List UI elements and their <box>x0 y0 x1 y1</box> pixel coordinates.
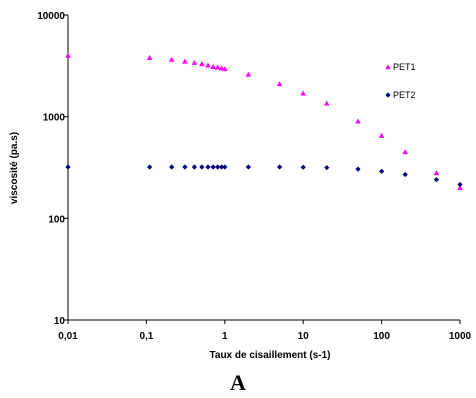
legend-label-pet2: PET2 <box>393 90 416 100</box>
legend-marker-pet1 <box>385 64 391 70</box>
y-tick-label: 10 <box>54 316 66 327</box>
data-point <box>355 118 361 124</box>
data-point <box>378 132 385 138</box>
data-series <box>65 52 463 190</box>
data-point <box>402 149 409 155</box>
data-point <box>205 62 211 68</box>
data-point <box>215 164 221 170</box>
data-point <box>182 58 188 64</box>
legend-label-pet1: PET1 <box>393 62 416 72</box>
data-point <box>300 90 306 96</box>
data-point <box>457 184 463 190</box>
x-tick-label: 100 <box>373 331 390 342</box>
y-axis-label: viscosité (pa.s) <box>9 132 20 204</box>
data-point <box>222 164 228 170</box>
legend-marker-pet2 <box>385 92 391 98</box>
y-tick-label: 100 <box>48 214 65 225</box>
x-tick-label: 1000 <box>449 331 472 342</box>
y-tick-label: 10000 <box>37 11 65 22</box>
data-point <box>147 164 153 170</box>
x-axis-label: Taux de cisaillement (s-1) <box>210 350 331 361</box>
data-point <box>355 166 361 172</box>
x-tick-label: 10 <box>298 331 310 342</box>
data-point <box>191 164 198 170</box>
data-point <box>324 100 330 106</box>
data-point <box>65 52 71 58</box>
data-point <box>205 164 211 170</box>
data-point <box>182 164 188 170</box>
data-point <box>210 63 216 69</box>
data-point <box>276 164 283 170</box>
data-point <box>210 164 216 170</box>
data-point <box>214 64 221 70</box>
data-point <box>218 164 225 170</box>
data-point <box>276 81 283 87</box>
x-tick-label: 1 <box>222 331 228 342</box>
data-point <box>146 54 153 60</box>
data-point <box>379 168 385 174</box>
series-pet1 <box>65 52 463 190</box>
data-point <box>169 164 175 170</box>
data-point <box>191 59 198 65</box>
x-tick-label: 0,01 <box>58 331 78 342</box>
data-point <box>433 177 439 183</box>
data-point <box>199 61 205 67</box>
data-point <box>65 164 71 170</box>
data-point <box>402 171 408 178</box>
data-point <box>199 164 205 170</box>
data-point <box>324 165 330 171</box>
data-point <box>218 65 225 71</box>
data-point <box>168 56 175 62</box>
y-tick-label: 1000 <box>43 113 66 124</box>
tick-labels: 0,01 0,1 1 10 100 1000 10 100 1000 10000 <box>37 11 471 342</box>
data-point <box>433 170 440 176</box>
data-point <box>300 164 306 170</box>
data-point <box>222 66 228 72</box>
x-tick-label: 0,1 <box>139 331 153 342</box>
data-point <box>457 181 463 188</box>
data-point <box>245 164 252 170</box>
data-point <box>245 71 252 77</box>
panel-label: A <box>230 370 246 395</box>
legend: PET1 PET2 <box>385 62 416 100</box>
series-pet2 <box>65 164 463 188</box>
